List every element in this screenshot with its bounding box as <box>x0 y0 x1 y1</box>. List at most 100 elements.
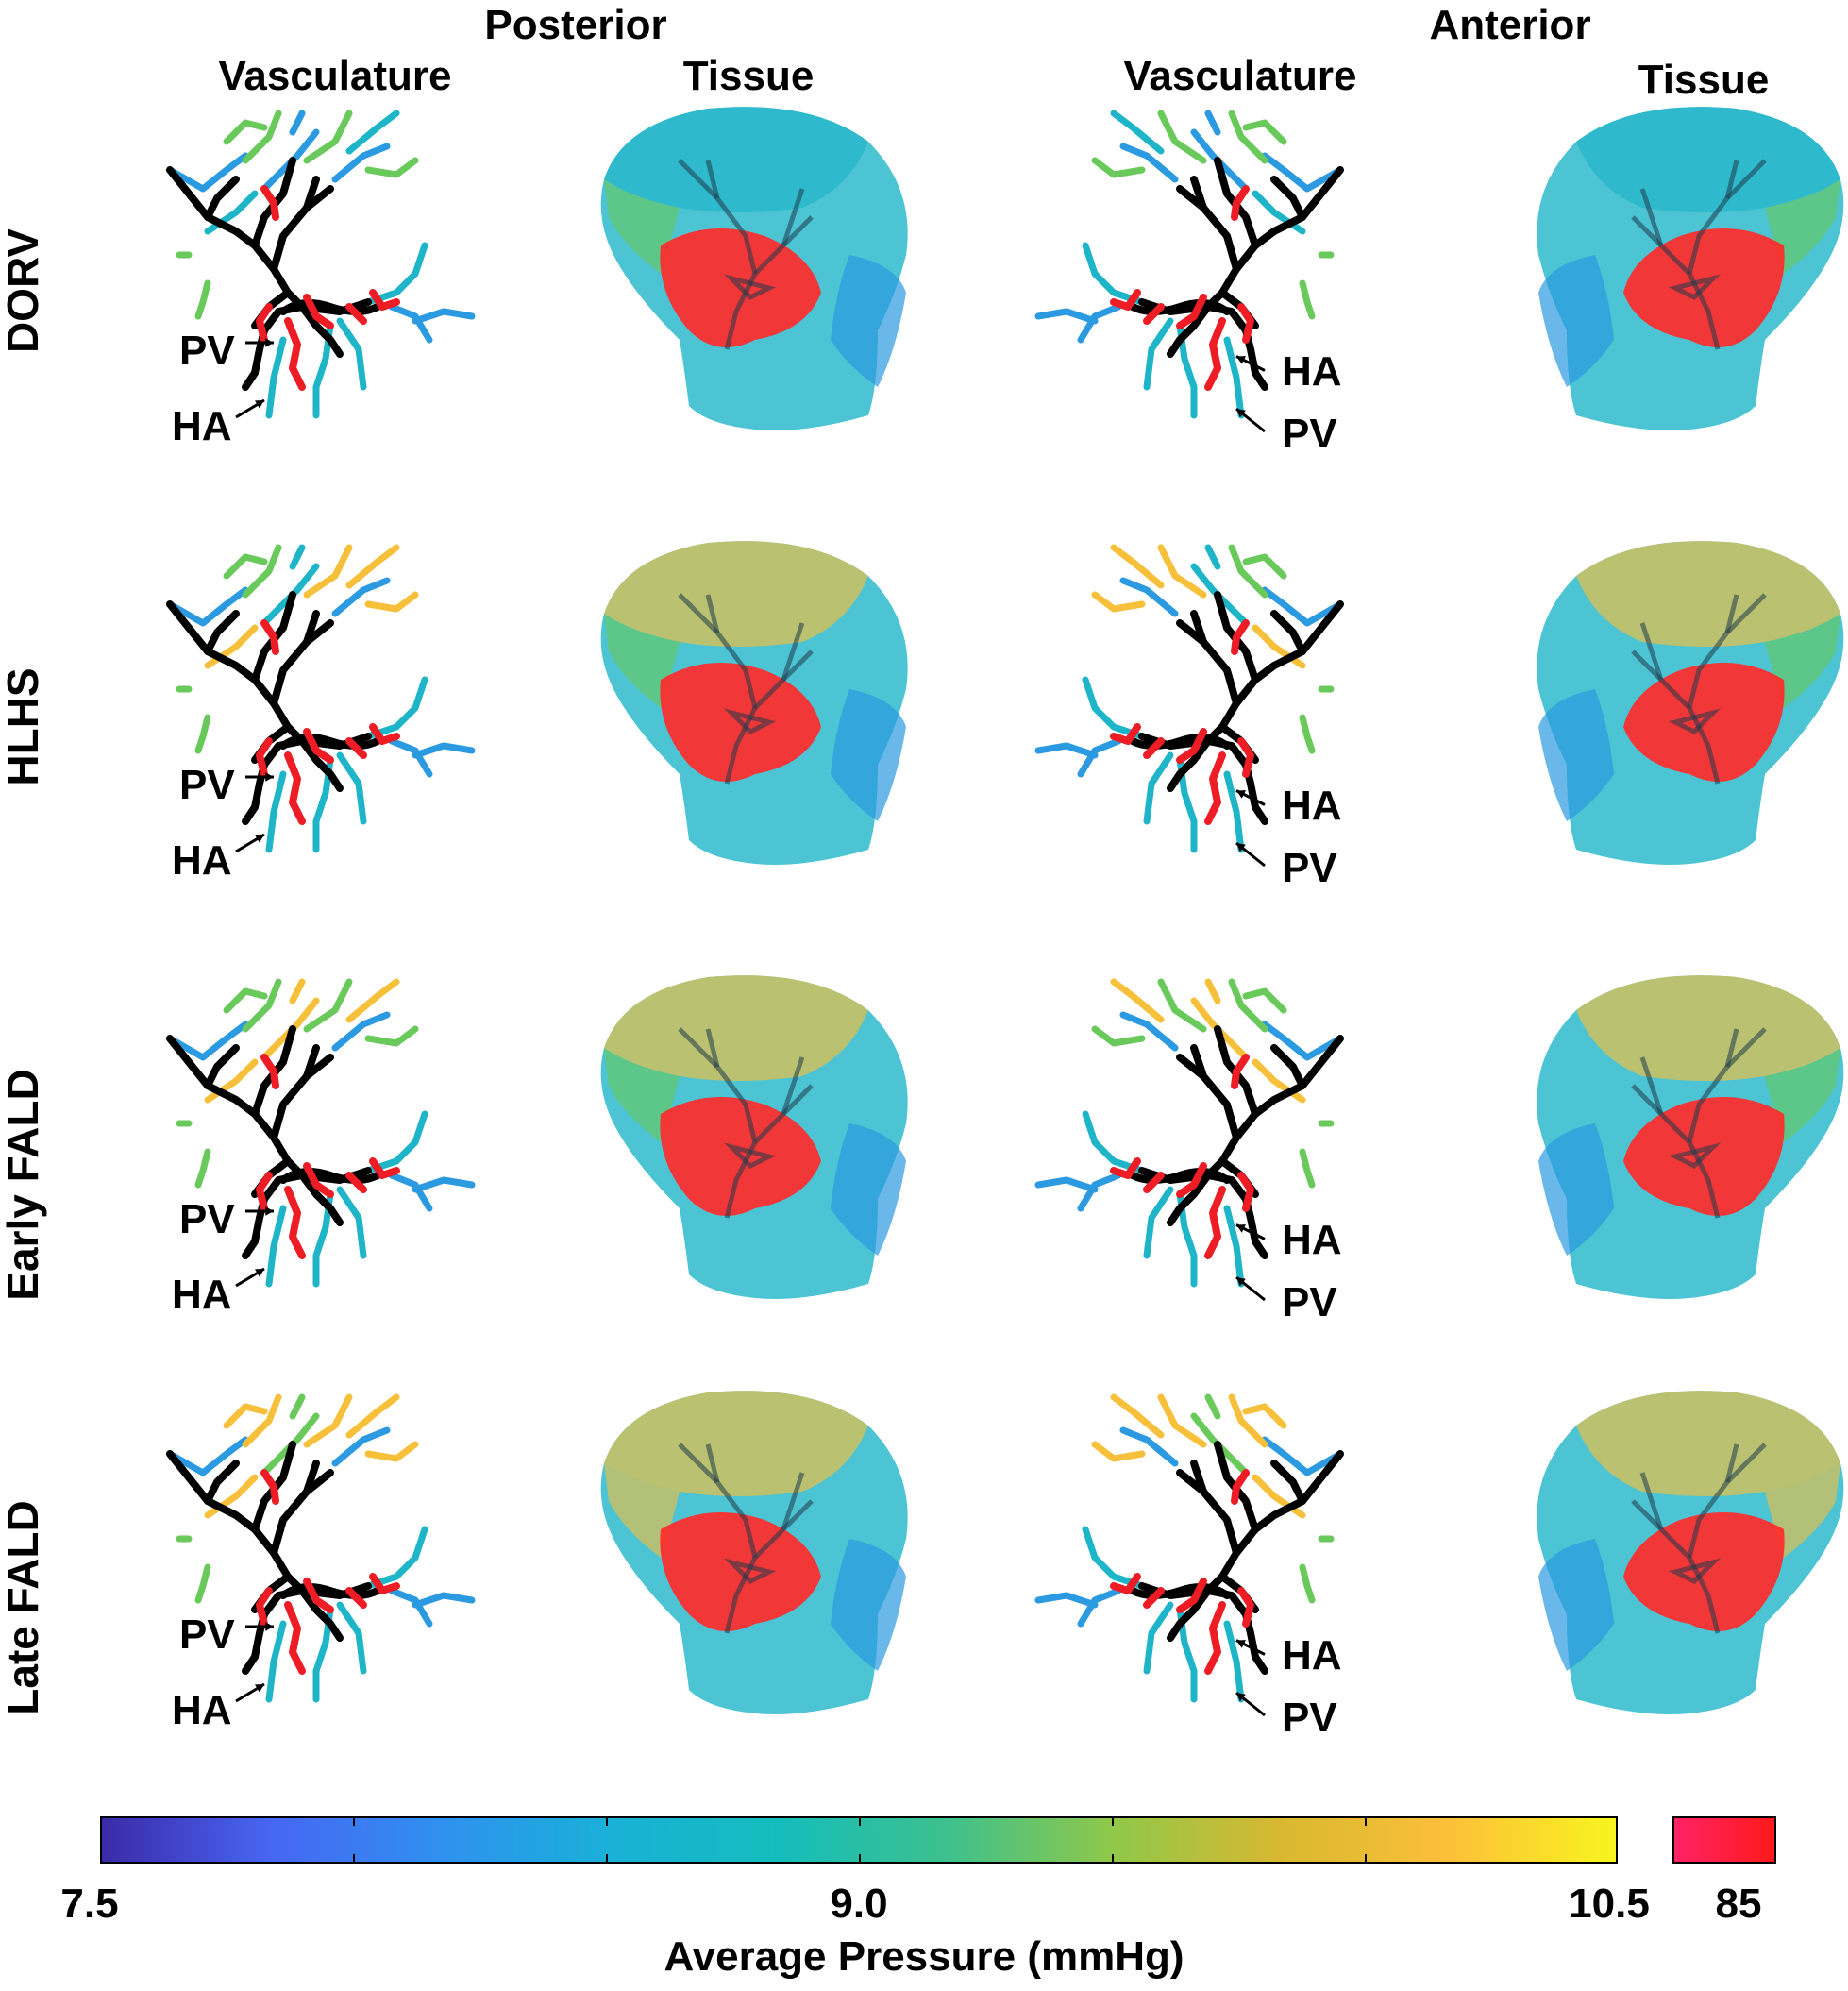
ha-arrow-posterior <box>235 1682 265 1703</box>
upper-branch <box>289 544 306 570</box>
tissue-volume <box>600 975 908 1299</box>
upper-branch <box>1157 110 1207 164</box>
lower-branch <box>388 303 433 344</box>
tissue-vessel-overlay <box>678 593 758 709</box>
high-pressure-vessel <box>1231 1054 1250 1089</box>
tissue-vessel-overlay <box>781 188 805 246</box>
tissue-right-region <box>1538 1539 1614 1671</box>
upper-branch <box>1110 1393 1165 1439</box>
tissue-vessel-overlay <box>781 622 805 681</box>
panel-late-fald-post-vasculature <box>166 1393 476 1703</box>
colorbar-mid-label: 9.0 <box>830 1881 888 1927</box>
lower-branch <box>1143 317 1174 391</box>
vessel-trunk <box>1190 1044 1207 1080</box>
high-pressure-vessel <box>345 303 367 325</box>
tissue-upper-region <box>1576 975 1840 1081</box>
upper-branch <box>331 1426 391 1467</box>
pv-label-posterior: PV <box>179 328 235 374</box>
vessel-trunk <box>298 303 344 358</box>
tissue-vessel-overlay <box>1724 1028 1739 1068</box>
vessel-trunk <box>242 369 259 391</box>
upper-branch <box>1261 152 1344 193</box>
high-pressure-vessel <box>1143 737 1165 759</box>
upper-branch <box>1190 128 1250 193</box>
vessel-trunk <box>1270 1044 1306 1089</box>
vessel-trunk <box>242 1653 259 1675</box>
lower-branch <box>364 1110 428 1174</box>
vessel-trunk <box>1270 1460 1306 1505</box>
vessel-trunk <box>166 166 372 315</box>
pv-arrow-posterior <box>245 772 274 782</box>
panel-late-fald-ant-vasculature <box>1034 1393 1344 1703</box>
ha-arrow-anterior <box>1235 355 1266 372</box>
high-pressure-vessel <box>303 728 334 764</box>
lower-branch <box>1223 1620 1245 1703</box>
upper-branch <box>331 1011 391 1052</box>
ha-label-posterior: HA <box>172 1272 232 1318</box>
row-label-late-fald: Late FALD <box>0 1500 47 1715</box>
high-pressure-vessel <box>1231 619 1250 655</box>
panel-early-fald-post-tissue <box>600 975 908 1299</box>
high-pressure-vessel <box>1176 294 1207 329</box>
high-pressure-vessel <box>1110 723 1141 745</box>
tissue-upper-region <box>1576 541 1840 647</box>
upper-branch <box>1242 1403 1287 1429</box>
tissue-upper-region <box>1576 1391 1840 1496</box>
tissue-vessel-overlay <box>678 1443 758 1559</box>
upper-branch <box>1119 143 1179 183</box>
upper-branch <box>242 978 282 1033</box>
lower-branch <box>1034 742 1099 759</box>
tissue-vessel-overlay <box>781 1056 805 1115</box>
upper-branch <box>345 1393 400 1439</box>
upper-branch <box>289 110 306 136</box>
vessel-trunk <box>1252 369 1268 391</box>
vessel-trunk <box>1167 303 1212 358</box>
upper-branch <box>1091 157 1146 178</box>
vessel-trunk <box>1167 1587 1212 1642</box>
upper-branch <box>223 1403 268 1429</box>
upper-branch <box>303 1393 353 1448</box>
tissue-vessel-overlay <box>1668 274 1722 301</box>
upper-branch <box>260 997 320 1061</box>
upper-branch <box>1228 978 1268 1033</box>
upper-branch <box>223 553 268 580</box>
ha-arrow-posterior <box>235 1267 265 1288</box>
vessel-trunk <box>303 1460 320 1495</box>
row-label-hlhs: HLHS <box>0 667 47 786</box>
vessel-trunk <box>166 600 372 750</box>
high-pressure-vessel <box>1231 1469 1250 1505</box>
vessel-trunk <box>1190 1460 1207 1495</box>
upper-branch <box>364 1441 419 1462</box>
tissue-vessel-overlay <box>1668 1558 1722 1585</box>
vessel-trunk <box>204 610 240 655</box>
upper-branch <box>1190 997 1250 1061</box>
tissue-volume <box>600 1391 908 1714</box>
vessel-trunk <box>1270 610 1306 655</box>
upper-branch <box>364 591 419 613</box>
upper-branch <box>1261 586 1344 627</box>
lower-branch <box>1082 1526 1146 1590</box>
ha-label-posterior: HA <box>172 403 232 449</box>
upper-branch <box>364 157 419 178</box>
upper-branch <box>1091 1441 1146 1462</box>
colorbar-min-label: 7.5 <box>60 1881 119 1927</box>
tissue-vessel-overlay <box>1687 706 1721 785</box>
pv-arrow-anterior <box>1235 407 1266 433</box>
high-pressure-vessel <box>1176 1578 1207 1613</box>
ha-label-anterior: HA <box>1282 348 1342 395</box>
vessel-trunk <box>1129 734 1231 750</box>
upper-branch <box>1110 978 1165 1023</box>
lower-branch <box>364 1526 428 1590</box>
high-pressure-vessel <box>1237 303 1254 344</box>
tissue-vessel-overlay <box>1639 1056 1664 1115</box>
upper-branch <box>1091 591 1146 613</box>
colorbar-max-label: 10.5 <box>1569 1881 1650 1927</box>
tissue-vessel-overlay <box>724 706 758 785</box>
panel-late-fald-ant-tissue <box>1537 1391 1844 1714</box>
high-pressure-vessel <box>1110 1157 1141 1179</box>
pv-label-anterior: PV <box>1282 1279 1337 1325</box>
high-pressure-vessel <box>1237 1587 1254 1628</box>
tissue-vessel-overlay <box>1687 1027 1767 1143</box>
ha-arrow-anterior <box>1235 1223 1266 1240</box>
ha-label-posterior: HA <box>172 837 232 884</box>
